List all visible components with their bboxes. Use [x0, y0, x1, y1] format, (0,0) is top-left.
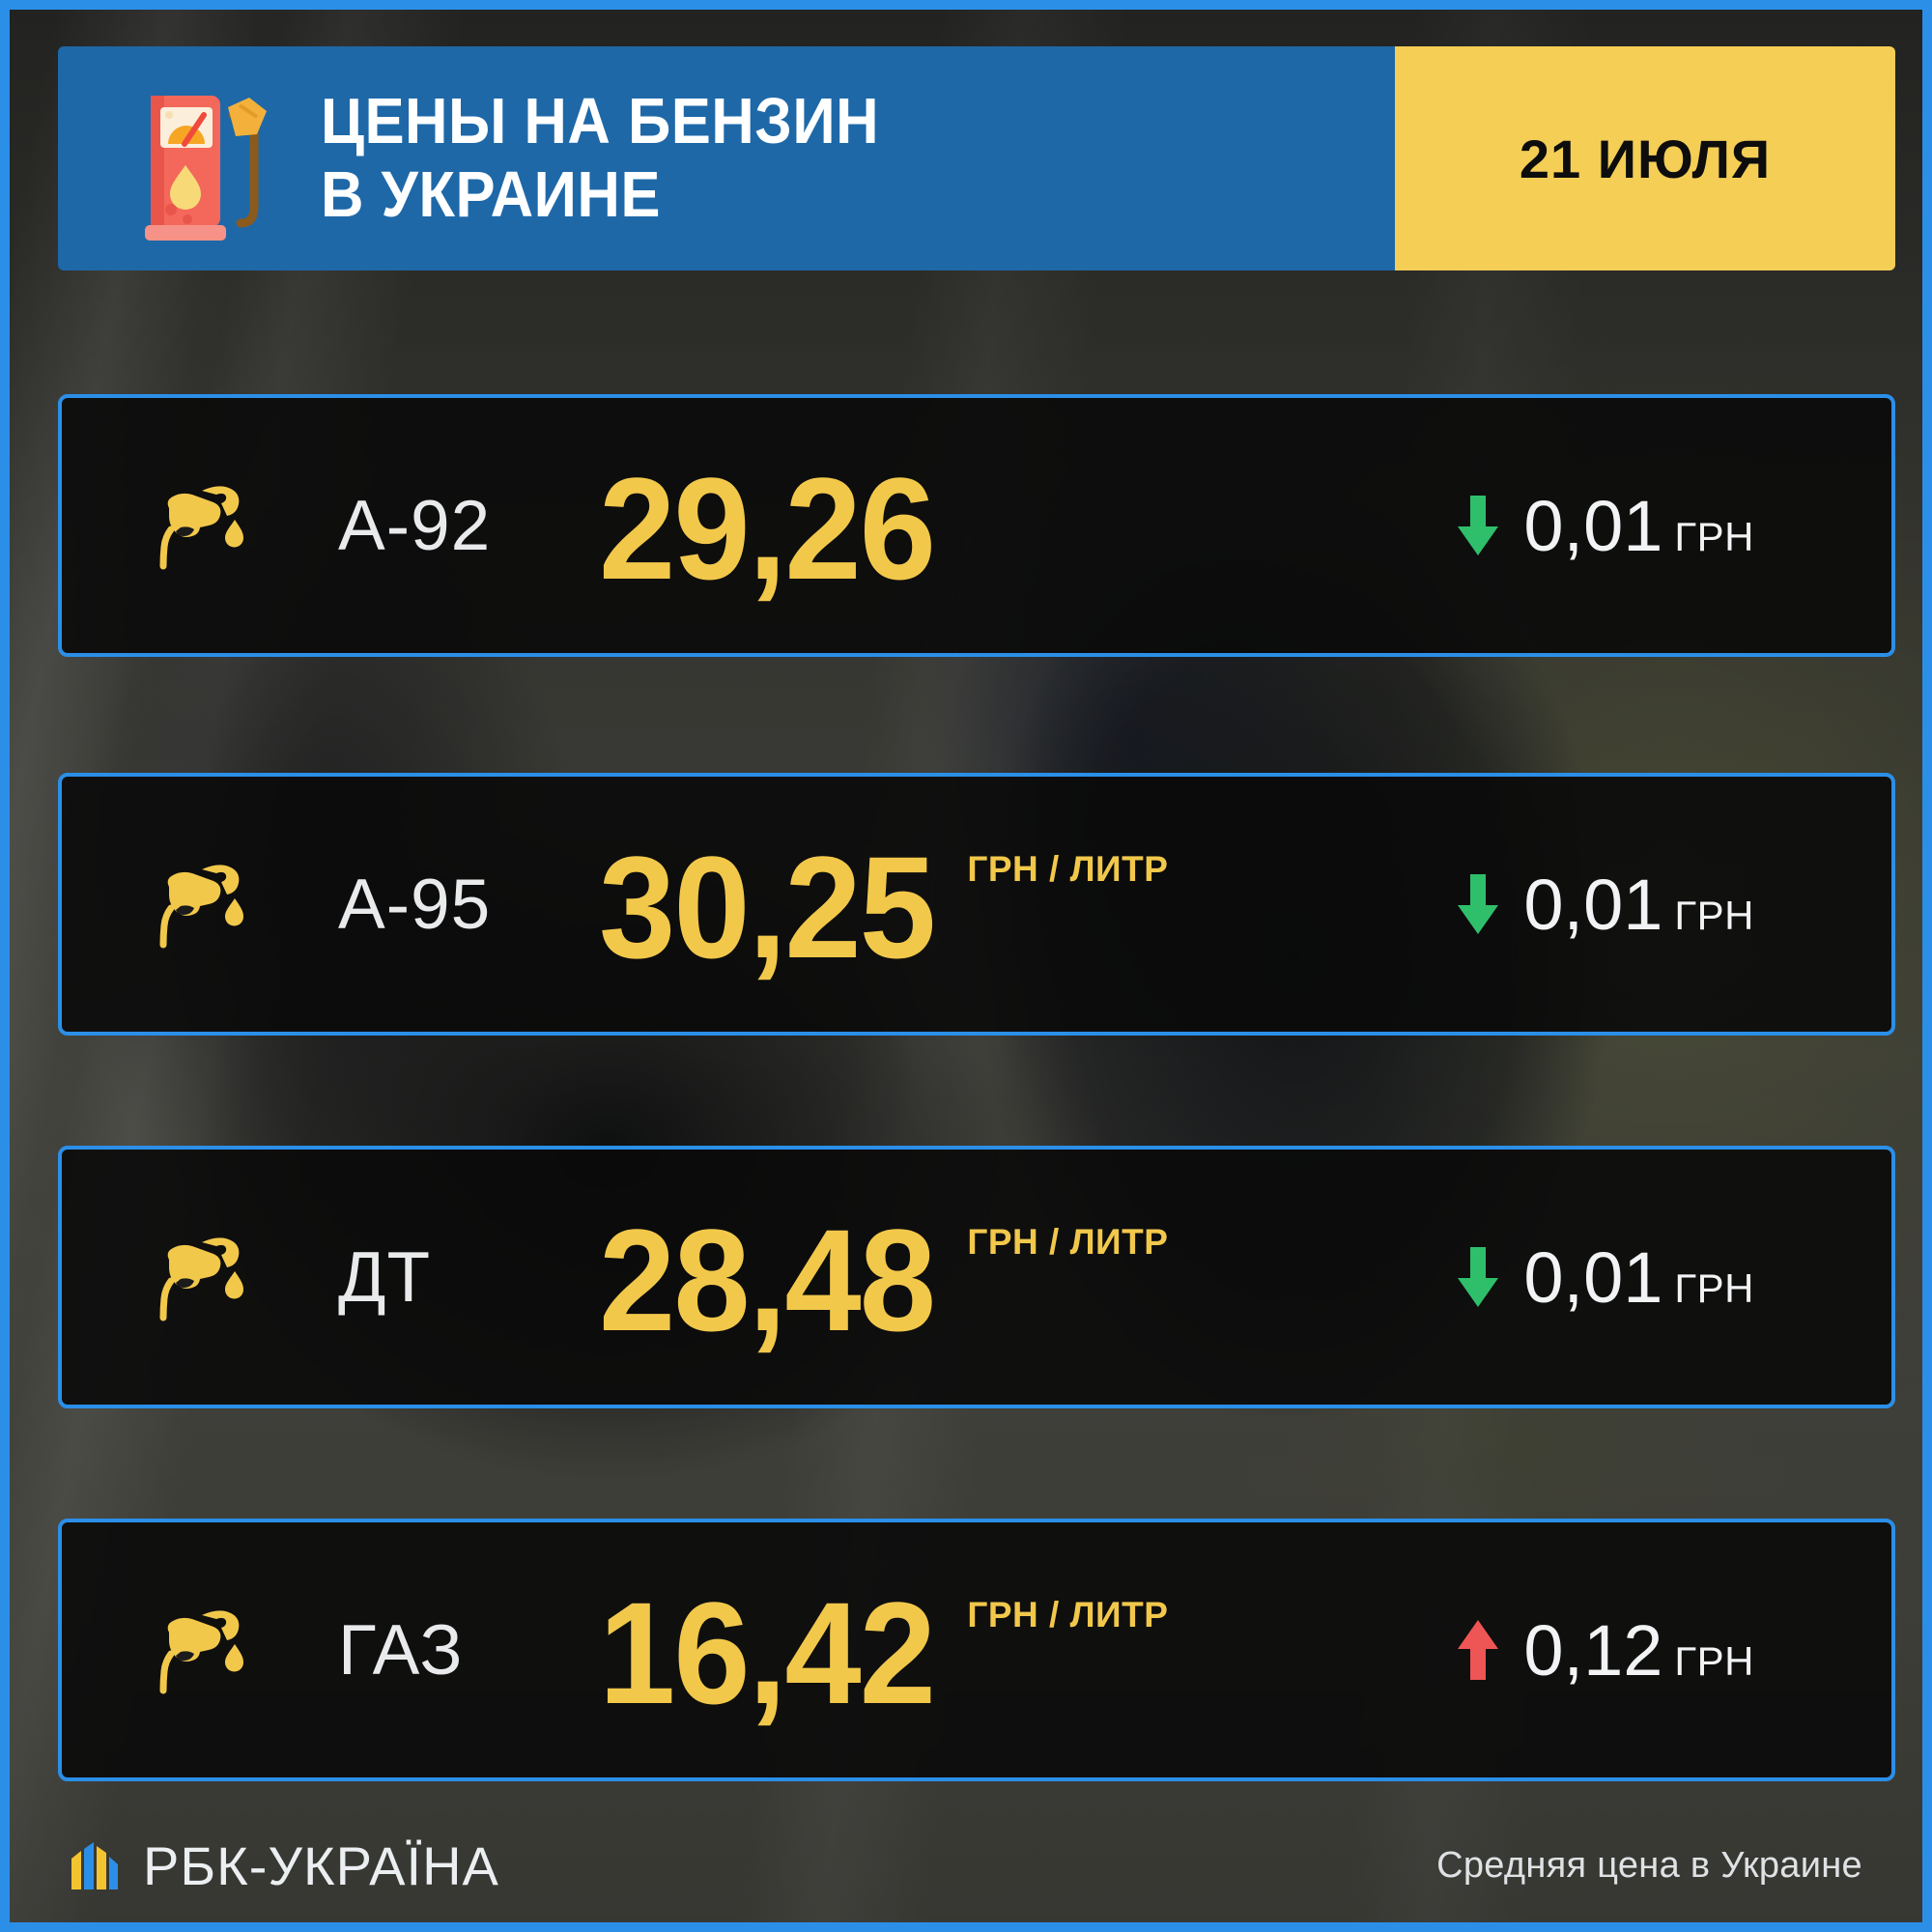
price-unit-label: ГРН / ЛИТР	[967, 1221, 1169, 1262]
rbc-logo-icon	[71, 1842, 118, 1889]
price-block: 29,26ГРН / ЛИТР	[599, 446, 1168, 610]
fuel-nozzle-icon-wrap	[62, 860, 338, 949]
price-change: 0,01 ГРН	[1454, 1236, 1754, 1319]
price-change-value: 0,01	[1523, 1236, 1663, 1318]
price-unit-label: ГРН / ЛИТР	[967, 848, 1169, 889]
fuel-nozzle-icon-wrap	[62, 1233, 338, 1321]
price-change-unit: ГРН	[1674, 513, 1754, 559]
price-change-value: 0,12	[1523, 1609, 1663, 1690]
page-title: ЦЕНЫ НА БЕНЗИН В УКРАИНЕ	[321, 85, 880, 231]
price-change: 0,01 ГРН	[1454, 864, 1754, 946]
header-title-area: ЦЕНЫ НА БЕНЗИН В УКРАИНЕ	[58, 46, 1395, 270]
price-unit-label: ГРН / ЛИТР	[967, 1594, 1169, 1634]
fuel-type-label: ДТ	[338, 1237, 432, 1317]
fuel-type-label: А-92	[338, 486, 492, 565]
price-change-value: 0,01	[1523, 864, 1663, 945]
price-card-а-95: А-95 30,25 ГРН / ЛИТР 0,01 ГРН	[58, 773, 1895, 1036]
gas-pump-icon	[145, 96, 267, 241]
price-card-газ: ГАЗ 16,42 ГРН / ЛИТР 0,12 ГРН	[58, 1519, 1895, 1781]
fuel-nozzle-icon	[159, 1610, 243, 1694]
date-badge-label: 21 ИЮЛЯ	[1519, 128, 1772, 189]
header-bar: ЦЕНЫ НА БЕНЗИН В УКРАИНЕ 21 ИЮЛЯ	[58, 46, 1895, 270]
fuel-nozzle-icon	[159, 1237, 243, 1321]
price-card-дт: ДТ 28,48 ГРН / ЛИТР 0,01 ГРН	[58, 1146, 1895, 1408]
fuel-nozzle-icon	[159, 865, 243, 949]
price-change-unit: ГРН	[1674, 892, 1754, 938]
poster-content: ЦЕНЫ НА БЕНЗИН В УКРАИНЕ 21 ИЮЛЯ А-92 29,…	[10, 10, 1922, 1922]
price-block: 28,48 ГРН / ЛИТР	[599, 1198, 1169, 1361]
brand-logo[interactable]: РБК-УКРАЇНА	[70, 1834, 499, 1897]
arrow-down-icon	[1458, 874, 1499, 934]
price-block: 16,42 ГРН / ЛИТР	[599, 1571, 1169, 1734]
price-value: 28,48	[599, 1198, 936, 1361]
price-change-unit: ГРН	[1674, 1264, 1754, 1311]
arrow-down-icon	[1458, 1247, 1499, 1307]
footer-note: Средняя цена в Украине	[1436, 1844, 1862, 1886]
price-value: 29,26	[599, 446, 936, 610]
price-change-unit: ГРН	[1674, 1637, 1754, 1684]
price-change: 0,01 ГРН	[1454, 485, 1754, 567]
arrow-up-icon	[1458, 1620, 1499, 1680]
price-change: 0,12 ГРН	[1454, 1609, 1754, 1691]
brand-name: РБК-УКРАЇНА	[143, 1834, 499, 1896]
fuel-nozzle-icon-wrap	[62, 481, 338, 570]
price-value: 16,42	[599, 1571, 936, 1734]
price-change-value: 0,01	[1523, 485, 1663, 566]
price-value: 30,25	[599, 825, 936, 988]
fuel-nozzle-icon	[159, 486, 243, 570]
fuel-type-label: ГАЗ	[338, 1610, 464, 1690]
price-block: 30,25 ГРН / ЛИТР	[599, 825, 1169, 988]
footer-bar: РБК-УКРАЇНА Средняя цена в Украине	[10, 1812, 1922, 1918]
fuel-type-label: А-95	[338, 865, 492, 944]
date-badge: 21 ИЮЛЯ	[1395, 46, 1895, 270]
arrow-down-icon	[1458, 496, 1499, 555]
fuel-nozzle-icon-wrap	[62, 1605, 338, 1694]
